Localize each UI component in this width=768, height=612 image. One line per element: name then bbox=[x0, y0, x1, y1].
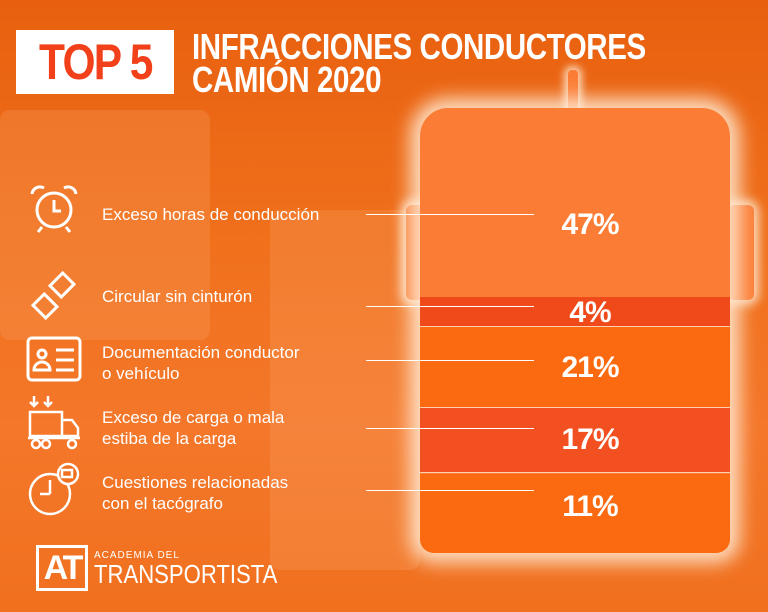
item-label-line2: estiba de la carga bbox=[102, 429, 237, 448]
value-label: 21% bbox=[561, 351, 619, 384]
bar-circular-sin-cinturon bbox=[420, 297, 730, 327]
loaded-truck-icon bbox=[28, 396, 80, 450]
bar-documentacion bbox=[420, 327, 730, 407]
top5-badge: TOP 5 bbox=[16, 30, 174, 94]
logo-big-text: TRANSPORTISTA bbox=[94, 558, 278, 589]
badge-text: TOP 5 bbox=[38, 34, 153, 90]
item-label-line1: Cuestiones relacionadas bbox=[102, 473, 289, 492]
value-label: 4% bbox=[569, 296, 611, 329]
leader-line bbox=[366, 428, 534, 429]
leader-line bbox=[366, 490, 534, 491]
title-line-2: CAMIÓN 2020 bbox=[192, 59, 382, 100]
value-label: 11% bbox=[562, 490, 618, 523]
value-label: 17% bbox=[561, 423, 619, 456]
title-line-1: INFRACCIONES CONDUCTORES bbox=[192, 26, 646, 67]
item-label-line1: Exceso de carga o mala bbox=[102, 408, 285, 427]
item-label: Exceso horas de conducción bbox=[102, 205, 320, 224]
page-title: INFRACCIONES CONDUCTORES CAMIÓN 2020 bbox=[192, 26, 646, 100]
value-label: 47% bbox=[561, 208, 619, 241]
leader-line bbox=[366, 360, 534, 361]
logo-mark: AT bbox=[36, 545, 88, 591]
truck-antenna bbox=[568, 70, 578, 110]
bar-exceso-carga bbox=[420, 407, 730, 473]
item-label: Exceso de carga o mala estiba de la carga bbox=[102, 407, 284, 449]
item-label: Circular sin cinturón bbox=[102, 287, 253, 306]
leader-line bbox=[366, 306, 534, 307]
truck-chart bbox=[420, 108, 730, 553]
item-label: Documentación conductor o vehículo bbox=[102, 342, 300, 384]
item-label: Cuestiones relacionadas con el tacógrafo bbox=[102, 472, 288, 514]
truck-mirror-right bbox=[728, 205, 754, 300]
tachograph-icon bbox=[28, 462, 80, 516]
leader-line bbox=[366, 214, 534, 215]
bar-tacografo bbox=[420, 474, 730, 553]
background-truck bbox=[270, 210, 420, 570]
item-label-line2: o vehículo bbox=[102, 364, 180, 383]
seatbelt-icon bbox=[30, 270, 77, 321]
id-card-icon bbox=[26, 336, 82, 382]
alarm-clock-icon bbox=[30, 185, 78, 233]
logo-small-text: ACADEMIA DEL bbox=[94, 549, 180, 561]
item-label-line1: Documentación conductor bbox=[102, 343, 300, 362]
item-label-line2: con el tacógrafo bbox=[102, 494, 223, 513]
brand-logo: AT ACADEMIA DEL TRANSPORTISTA bbox=[36, 545, 310, 591]
